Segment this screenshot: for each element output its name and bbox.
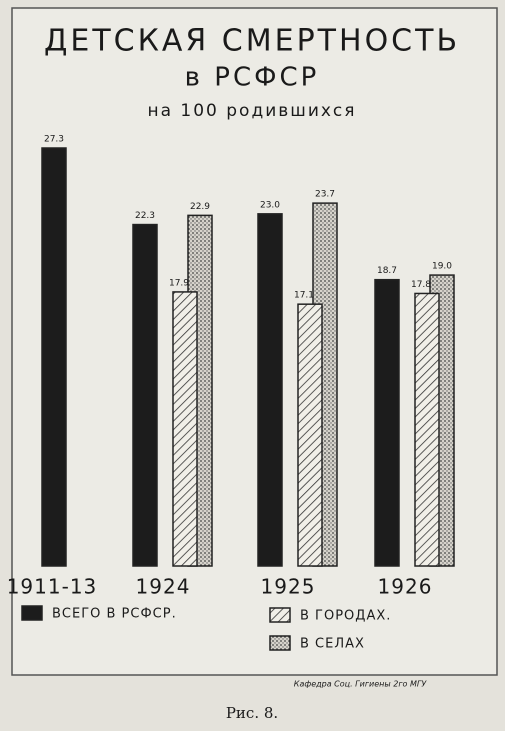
- bar: [257, 213, 283, 567]
- value-label: 23.7: [315, 190, 335, 200]
- bar: [374, 278, 400, 567]
- value-label: 27.3: [44, 135, 64, 145]
- value-label: 17.9: [169, 278, 189, 288]
- legend-swatch: [269, 607, 291, 623]
- bar: [41, 147, 67, 567]
- legend-label: В СЕЛАХ: [300, 637, 365, 652]
- value-label: 18.7: [377, 266, 397, 276]
- value-label: 17.1: [294, 291, 314, 301]
- chart-title: ДЕТСКАЯ СМЕРТНОСТЬ: [44, 24, 460, 59]
- bar: [172, 291, 198, 567]
- value-label: 23.0: [260, 200, 280, 210]
- value-label: 22.9: [190, 202, 210, 212]
- chart-subtitle: в РСФСР: [185, 63, 320, 93]
- value-label: 19.0: [432, 262, 452, 272]
- x-tick-label: 1926: [378, 575, 433, 599]
- legend-swatch: [21, 605, 43, 621]
- x-tick-label: 1924: [136, 575, 191, 599]
- caption: Рис. 8.: [226, 704, 278, 722]
- x-tick-label: 1911-13: [7, 575, 98, 599]
- legend-label: ВСЕГО В РСФСР.: [52, 607, 177, 622]
- bar: [414, 292, 440, 567]
- value-label: 17.8: [411, 280, 431, 290]
- bar: [132, 223, 158, 567]
- chart-subtitle: на 100 родившихся: [147, 101, 356, 121]
- legend-label: В ГОРОДАХ.: [300, 609, 391, 624]
- bar: [297, 303, 323, 567]
- legend-swatch: [269, 635, 291, 651]
- source: Кафедра Соц. Гигиены 2го МГУ: [294, 680, 428, 689]
- value-label: 22.3: [135, 211, 155, 221]
- x-tick-label: 1925: [261, 575, 316, 599]
